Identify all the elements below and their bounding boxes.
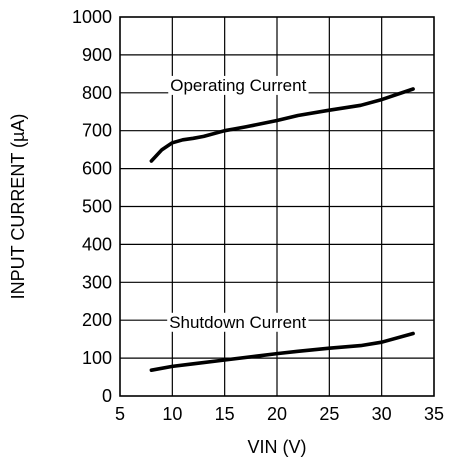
y-tick-label-200: 200 bbox=[82, 310, 112, 330]
x-tick-label-20: 20 bbox=[267, 404, 287, 424]
y-tick-label-500: 500 bbox=[82, 197, 112, 217]
y-tick-label-800: 800 bbox=[82, 83, 112, 103]
x-tick-label-10: 10 bbox=[162, 404, 182, 424]
y-tick-label-100: 100 bbox=[82, 348, 112, 368]
series-line-operating-current bbox=[149, 87, 415, 163]
x-tick-label-30: 30 bbox=[372, 404, 392, 424]
plot-frame bbox=[119, 16, 435, 397]
y-tick-labels: 0 100 200 300 400 500 600 700 800 900 1000 bbox=[72, 7, 112, 406]
shutdown-current-label: Shutdown Current bbox=[169, 313, 306, 332]
x-axis-title: VIN (V) bbox=[247, 437, 306, 457]
annotation-bg-0 bbox=[168, 75, 309, 95]
x-tick-label-15: 15 bbox=[215, 404, 235, 424]
x-tick-label-25: 25 bbox=[319, 404, 339, 424]
x-tick-labels: 5 10 15 20 25 30 35 bbox=[115, 404, 444, 424]
y-tick-label-1000: 1000 bbox=[72, 7, 112, 27]
annotation-bg-1 bbox=[167, 312, 309, 332]
annotations: Operating Current Shutdown Current bbox=[167, 75, 309, 332]
y-tick-label-400: 400 bbox=[82, 234, 112, 254]
y-tick-label-700: 700 bbox=[82, 121, 112, 141]
operating-current-label: Operating Current bbox=[170, 76, 306, 95]
series-lines bbox=[149, 87, 415, 372]
y-axis-title: INPUT CURRENT (µA) bbox=[8, 114, 28, 300]
y-tick-label-600: 600 bbox=[82, 159, 112, 179]
y-tick-label-300: 300 bbox=[82, 272, 112, 292]
y-tick-label-900: 900 bbox=[82, 45, 112, 65]
series-line-shutdown-current bbox=[149, 331, 415, 372]
y-tick-label-0: 0 bbox=[102, 386, 112, 406]
x-tick-label-35: 35 bbox=[424, 404, 444, 424]
x-tick-label-5: 5 bbox=[115, 404, 125, 424]
